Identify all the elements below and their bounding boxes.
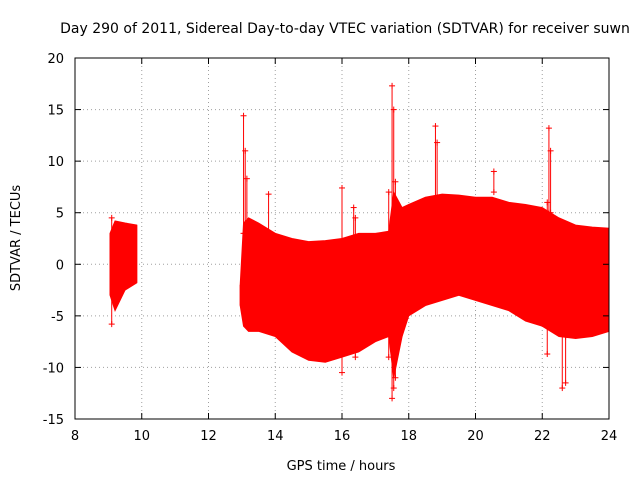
chart-title: Day 290 of 2011, Sidereal Day-to-day VTE…: [60, 21, 630, 37]
y-tick-label: 5: [56, 207, 64, 222]
x-tick-label: 14: [267, 429, 284, 444]
data-band: [239, 190, 610, 378]
x-tick-label: 16: [334, 429, 351, 444]
x-tick-label: 22: [534, 429, 551, 444]
x-tick-label: 20: [467, 429, 484, 444]
y-tick-label: 10: [47, 155, 64, 170]
x-axis-title: GPS time / hours: [287, 459, 396, 474]
y-axis-title: SDTVAR / TECUs: [9, 185, 24, 292]
y-tick-label: -10: [43, 361, 64, 376]
x-tick-labels: 8 10 12 14 16 18 20 22 24: [71, 429, 617, 444]
x-tick-label: 12: [200, 429, 217, 444]
y-tick-label: -15: [43, 413, 64, 428]
data-series-sdtvar: [108, 82, 610, 402]
x-tick-label: 24: [601, 429, 618, 444]
y-tick-label: 0: [56, 258, 64, 273]
x-tick-label: 18: [400, 429, 417, 444]
x-tick-label: 8: [71, 429, 79, 444]
y-tick-label: -5: [51, 310, 64, 325]
y-tick-label: 20: [47, 52, 64, 67]
y-tick-label: 15: [47, 104, 64, 119]
axis-ticks: [74, 57, 610, 420]
y-tick-labels: -15 -10 -5 0 5 10 15 20: [43, 52, 64, 428]
x-tick-label: 10: [133, 429, 150, 444]
data-band: [109, 220, 138, 313]
